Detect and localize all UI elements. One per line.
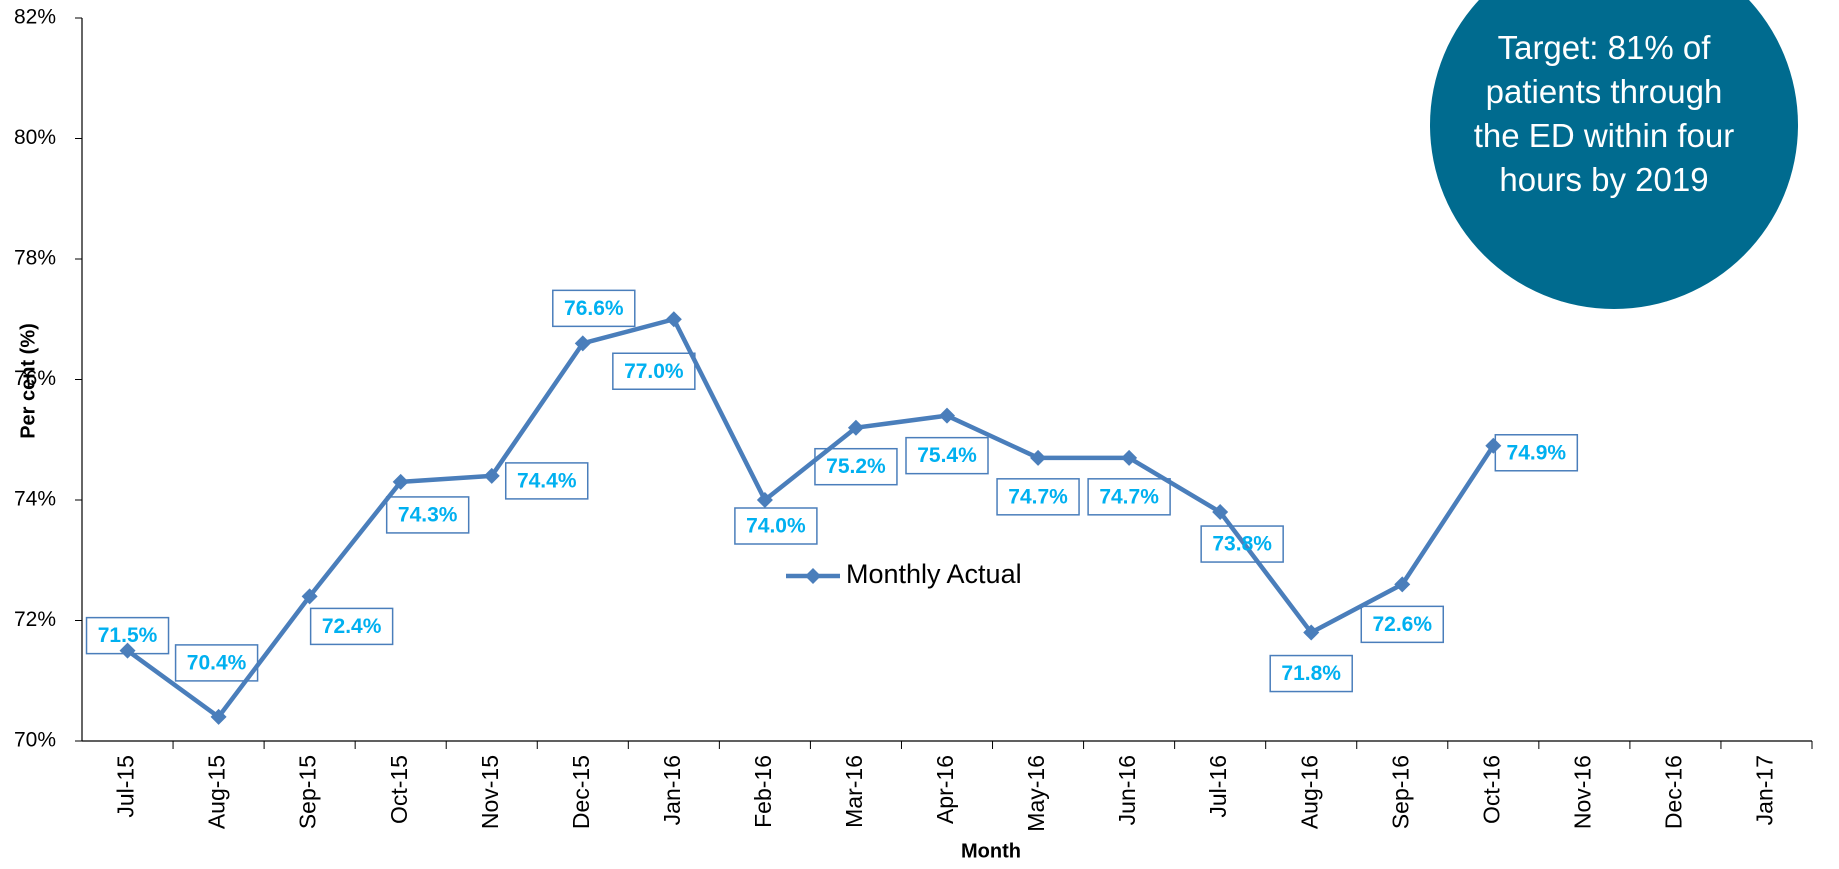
value-label: 74.9% [1507,441,1567,464]
x-tick-label: Jul-16 [1205,755,1231,818]
point-marker [574,335,591,352]
x-tick-label: Dec-16 [1660,755,1686,829]
x-tick-label: Aug-15 [204,755,230,829]
x-tick-label: Sep-16 [1387,755,1413,829]
value-label-box [905,436,989,475]
x-tick-label: Nov-16 [1569,755,1595,829]
point-marker [1212,504,1229,521]
value-label: 74.4% [517,469,577,492]
value-label-box [1494,434,1579,472]
value-label-box [1360,605,1445,644]
legend-marker [805,568,821,584]
x-tick-label: Oct-15 [386,755,412,824]
x-tick-label: Nov-15 [477,755,503,829]
y-tick-label: 80% [14,126,56,149]
value-label-box [612,352,696,390]
y-tick-label: 70% [14,729,56,752]
value-label: 75.2% [826,455,886,478]
x-tick-label: Jan-17 [1752,755,1778,825]
point-marker [301,588,318,605]
value-label-box [814,447,898,486]
point-marker [1121,449,1138,466]
value-label: 74.3% [398,503,458,526]
x-tick-label: Mar-16 [841,755,867,828]
value-label: 77.0% [624,360,684,383]
annotation: Target: 81% of patients through the ED wit… [1474,29,1734,198]
value-label-box [174,644,259,682]
point-marker [1303,624,1320,641]
point-marker [1030,449,1047,466]
y-tick-label: 76% [14,367,56,390]
point-marker [1485,437,1502,454]
x-tick-label: Apr-16 [932,755,958,824]
x-tick-label: Sep-15 [295,755,321,829]
value-label-box [996,478,1080,516]
x-tick-label: May-16 [1023,755,1049,832]
value-label-box [504,462,589,500]
x-tick-label: Aug-16 [1296,755,1322,829]
value-label: 74.7% [1008,485,1068,508]
value-label-box [85,616,170,655]
value-label-box [1087,478,1171,516]
y-tick-label: 82% [14,6,56,29]
point-marker [847,419,864,436]
x-tick-label: Jul-15 [113,755,139,818]
y-tick-label: 78% [14,247,56,270]
point-marker [483,467,500,484]
value-label: 74.0% [746,515,806,538]
target-bubble [1430,0,1798,309]
point-marker [939,407,955,424]
value-label-box [1200,525,1284,563]
point-marker [392,473,409,490]
value-label-box [734,507,818,545]
value-label: 71.8% [1281,662,1341,685]
value-label: 72.6% [1372,613,1432,636]
y-axis-label: Per cent (%) [17,323,39,439]
series-line [126,317,1496,720]
value-label: 76.6% [564,297,624,320]
value-label: 71.5% [98,624,158,647]
point-marker [119,642,136,659]
value-label-box [1269,654,1353,693]
point-marker [756,492,773,508]
x-tick-label: Dec-15 [568,755,594,829]
value-label: 74.7% [1099,485,1159,508]
y-tick-label: 74% [14,488,56,511]
x-tick-label: Jun-16 [1114,755,1140,825]
legend-label: Monthly Actual [846,559,1022,589]
value-label-box [552,289,636,328]
x-tick-label: Feb-16 [750,755,776,828]
x-tick-label: Oct-16 [1478,755,1504,824]
point-marker [665,311,682,328]
x-tick-label: Jan-16 [659,755,685,825]
value-label: 73.8% [1212,533,1272,556]
value-label: 75.4% [917,444,977,467]
point-marker [210,708,227,725]
value-label: 72.4% [322,615,382,638]
point-marker [1394,576,1411,593]
value-label-box [309,607,394,646]
value-label-box [385,496,470,534]
value-label: 70.4% [187,651,247,674]
y-tick-label: 72% [14,608,56,631]
x-axis-label: Month [961,840,1021,862]
